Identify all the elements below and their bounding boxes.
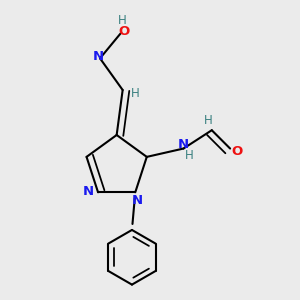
Text: N: N [83,185,94,198]
Text: O: O [118,25,130,38]
Text: H: H [131,87,140,100]
Text: H: H [203,114,212,128]
Text: N: N [93,50,104,64]
Text: O: O [231,145,242,158]
Text: H: H [118,14,127,27]
Text: N: N [178,138,189,151]
Text: N: N [132,194,143,208]
Text: H: H [185,149,194,162]
